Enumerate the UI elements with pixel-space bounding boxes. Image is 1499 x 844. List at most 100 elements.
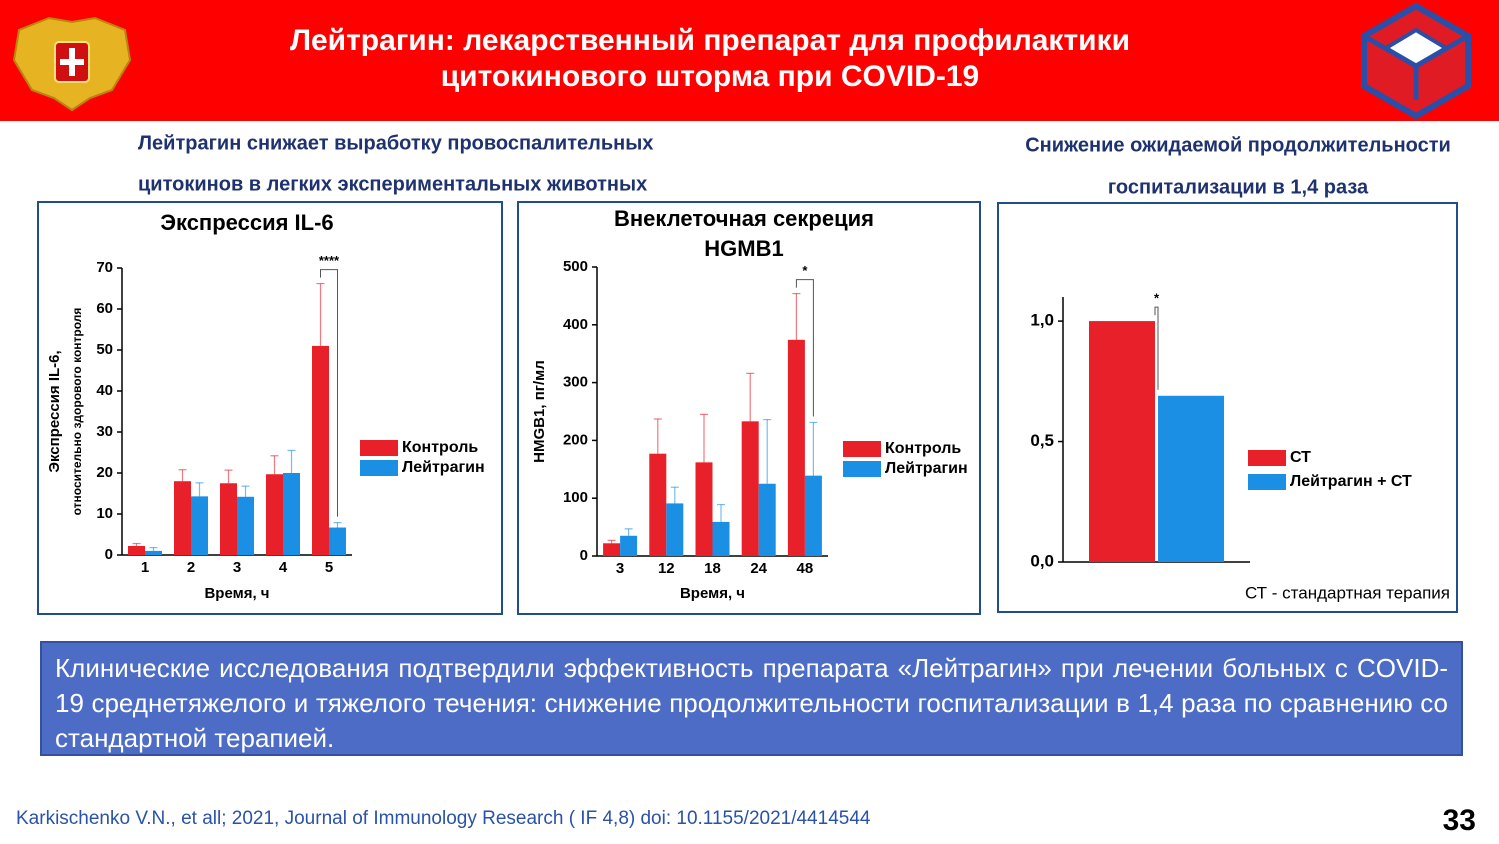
significance-bracket xyxy=(1154,306,1159,390)
bar xyxy=(804,475,822,556)
y-axis-label: Экспрессия IL-6, xyxy=(46,350,63,472)
legend-swatch xyxy=(1248,450,1286,466)
bar xyxy=(1158,395,1224,562)
bar xyxy=(649,453,667,556)
emblem xyxy=(12,16,132,112)
error-bar xyxy=(287,449,296,473)
error-bar xyxy=(607,539,616,544)
y-tick-label: 1,0 xyxy=(1030,311,1054,330)
significance-bracket xyxy=(320,269,338,517)
x-tick-label: 4 xyxy=(279,559,288,576)
x-tick-label: 3 xyxy=(233,559,241,576)
y-tick-label: 0,5 xyxy=(1030,431,1054,450)
legend-swatch xyxy=(843,441,881,457)
bar xyxy=(620,535,638,556)
legend-swatch xyxy=(1248,474,1286,490)
bar xyxy=(695,462,713,556)
y-tick-label: 0 xyxy=(580,547,588,564)
error-bar xyxy=(653,418,662,454)
error-bar xyxy=(670,486,679,504)
error-bar xyxy=(132,542,141,546)
chart-title: HGMB1 xyxy=(704,236,783,261)
bar xyxy=(603,543,621,556)
chart-title: Экспрессия IL-6 xyxy=(160,210,333,235)
y-tick-label: 100 xyxy=(563,489,588,506)
legend-swatch xyxy=(360,440,398,456)
bar xyxy=(191,496,208,555)
x-tick-label: 24 xyxy=(750,560,767,577)
x-axis-label: Время, ч xyxy=(204,585,269,602)
y-tick-label: 30 xyxy=(96,423,113,440)
error-bar xyxy=(763,418,772,484)
legend-label: Контроль xyxy=(885,440,961,457)
significance-label: * xyxy=(802,263,808,278)
bar xyxy=(666,503,684,556)
error-bar xyxy=(178,469,187,482)
bar xyxy=(266,474,283,555)
header-band xyxy=(0,0,1499,121)
bar xyxy=(758,483,776,556)
x-tick-label: 5 xyxy=(325,559,333,576)
bar xyxy=(312,345,329,555)
chart-frame xyxy=(37,201,503,615)
bar xyxy=(787,339,805,556)
error-bar xyxy=(792,292,801,340)
header-title: цитокинового шторма при COVID-19 xyxy=(441,60,980,93)
header-title: Лейтрагин: лекарственный препарат для пр… xyxy=(290,24,1130,57)
chart-frame xyxy=(997,202,1458,613)
y-tick-label: 500 xyxy=(563,258,588,275)
error-bar xyxy=(717,503,725,522)
y-tick-label: 400 xyxy=(563,316,588,333)
bar xyxy=(741,421,759,556)
error-bar xyxy=(270,455,279,475)
x-tick-label: 12 xyxy=(658,560,675,577)
bar xyxy=(1089,321,1155,562)
section-title: Снижение ожидаемой продолжительности xyxy=(1025,134,1451,156)
error-bar xyxy=(149,547,158,551)
y-axis-label: HMGB1, пг/мл xyxy=(531,360,548,463)
significance-label: **** xyxy=(319,253,340,268)
y-tick-label: 70 xyxy=(96,259,113,276)
x-tick-label: 48 xyxy=(797,560,814,577)
significance-bracket xyxy=(795,279,814,417)
x-tick-label: 18 xyxy=(704,560,721,577)
bar xyxy=(329,527,346,555)
y-tick-label: 50 xyxy=(96,341,113,358)
section-title: Лейтрагин снижает выработку провоспалите… xyxy=(138,132,653,154)
bar xyxy=(128,545,145,555)
citation: Karkischenko V.N., et all; 2021, Journal… xyxy=(16,808,871,829)
page-number: 33 xyxy=(1443,804,1476,837)
legend-label: Лейтрагин xyxy=(885,460,968,477)
legend-label: Контроль xyxy=(402,439,478,456)
y-tick-label: 200 xyxy=(563,431,588,448)
bar xyxy=(174,481,191,555)
chart-frame xyxy=(517,201,981,615)
x-tick-label: 3 xyxy=(616,560,624,577)
chart-note: СТ - стандартная терапия xyxy=(1245,583,1450,602)
bar xyxy=(712,521,730,556)
legend-swatch xyxy=(360,460,398,476)
bar xyxy=(145,550,162,555)
section-title: цитокинов в легких экспериментальных жив… xyxy=(138,173,647,195)
y-tick-label: 60 xyxy=(96,300,113,317)
conclusion: Клинические исследования подтвердили эфф… xyxy=(40,641,1463,756)
bar xyxy=(283,473,300,555)
bar xyxy=(220,483,237,555)
legend-label: Лейтрагин xyxy=(402,459,485,476)
chart-title: Внеклеточная секреция xyxy=(614,206,874,231)
x-tick-label: 2 xyxy=(187,559,195,576)
significance-label: * xyxy=(1154,291,1160,306)
bar xyxy=(237,496,254,555)
x-axis-label: Время, ч xyxy=(680,585,745,602)
error-bar xyxy=(746,372,755,422)
y-tick-label: 300 xyxy=(563,374,588,391)
logo xyxy=(1361,2,1471,120)
error-bar xyxy=(316,282,325,346)
error-bar xyxy=(224,469,233,484)
error-bar xyxy=(624,528,633,536)
y-tick-label: 0 xyxy=(105,546,113,563)
error-bar xyxy=(700,413,708,463)
error-bar xyxy=(333,522,342,528)
